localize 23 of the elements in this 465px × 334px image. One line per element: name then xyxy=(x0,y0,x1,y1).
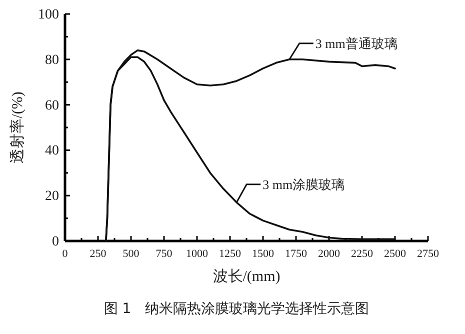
y-tick-label: 20 xyxy=(45,189,59,204)
x-tick-label: 250 xyxy=(90,248,107,260)
x-tick-label: 1000 xyxy=(186,248,208,260)
y-tick-label: 40 xyxy=(45,144,59,159)
x-tick-label: 2750 xyxy=(417,248,440,260)
y-tick-label: 80 xyxy=(45,52,59,68)
caption: 图 1 纳米隔热涂膜玻璃光学选择性示意图 xyxy=(104,301,370,317)
x-tick-label: 2250 xyxy=(351,248,374,260)
legend-label: 3 mm普通玻璃 xyxy=(315,36,398,51)
y-tick-label: 100 xyxy=(38,7,59,22)
x-tick-label: 750 xyxy=(156,248,173,260)
x-tick-label: 0 xyxy=(62,248,68,260)
x-tick-label: 1250 xyxy=(219,248,242,260)
x-tick-label: 1750 xyxy=(285,248,308,260)
x-tick-label: 2000 xyxy=(318,248,340,260)
x-tick-label: 2500 xyxy=(384,248,406,260)
y-tick-label: 0 xyxy=(52,234,59,250)
x-tick-label: 1500 xyxy=(252,248,274,260)
x-axis-title: 波长/(mm) xyxy=(212,268,280,285)
y-tick-label: 60 xyxy=(45,98,59,114)
x-tick-label: 500 xyxy=(122,248,140,260)
y-axis-title: 透射率/(%) xyxy=(9,92,26,164)
legend-label: 3 mm涂膜玻璃 xyxy=(262,176,345,192)
